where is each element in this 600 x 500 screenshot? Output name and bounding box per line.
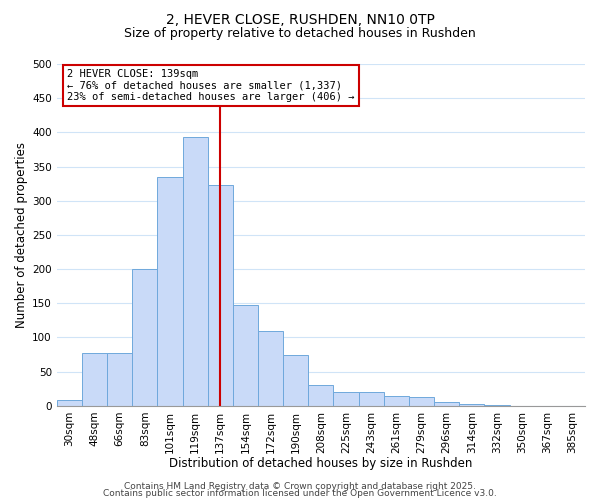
- Bar: [132, 269, 157, 406]
- Bar: [459, 404, 484, 406]
- Text: 2 HEVER CLOSE: 139sqm
← 76% of detached houses are smaller (1,337)
23% of semi-d: 2 HEVER CLOSE: 139sqm ← 76% of detached …: [67, 69, 355, 102]
- Text: 2, HEVER CLOSE, RUSHDEN, NN10 0TP: 2, HEVER CLOSE, RUSHDEN, NN10 0TP: [166, 12, 434, 26]
- Bar: [359, 392, 384, 406]
- Bar: [107, 352, 132, 406]
- Text: Contains public sector information licensed under the Open Government Licence v3: Contains public sector information licen…: [103, 490, 497, 498]
- Bar: [334, 392, 359, 406]
- Bar: [283, 354, 308, 406]
- Bar: [233, 304, 258, 406]
- Text: Contains HM Land Registry data © Crown copyright and database right 2025.: Contains HM Land Registry data © Crown c…: [124, 482, 476, 491]
- Bar: [308, 386, 334, 406]
- Bar: [157, 177, 182, 406]
- Text: Size of property relative to detached houses in Rushden: Size of property relative to detached ho…: [124, 28, 476, 40]
- X-axis label: Distribution of detached houses by size in Rushden: Distribution of detached houses by size …: [169, 457, 473, 470]
- Bar: [57, 400, 82, 406]
- Bar: [82, 352, 107, 406]
- Bar: [182, 137, 208, 406]
- Bar: [484, 405, 509, 406]
- Y-axis label: Number of detached properties: Number of detached properties: [15, 142, 28, 328]
- Bar: [409, 397, 434, 406]
- Bar: [384, 396, 409, 406]
- Bar: [208, 185, 233, 406]
- Bar: [258, 330, 283, 406]
- Bar: [434, 402, 459, 406]
